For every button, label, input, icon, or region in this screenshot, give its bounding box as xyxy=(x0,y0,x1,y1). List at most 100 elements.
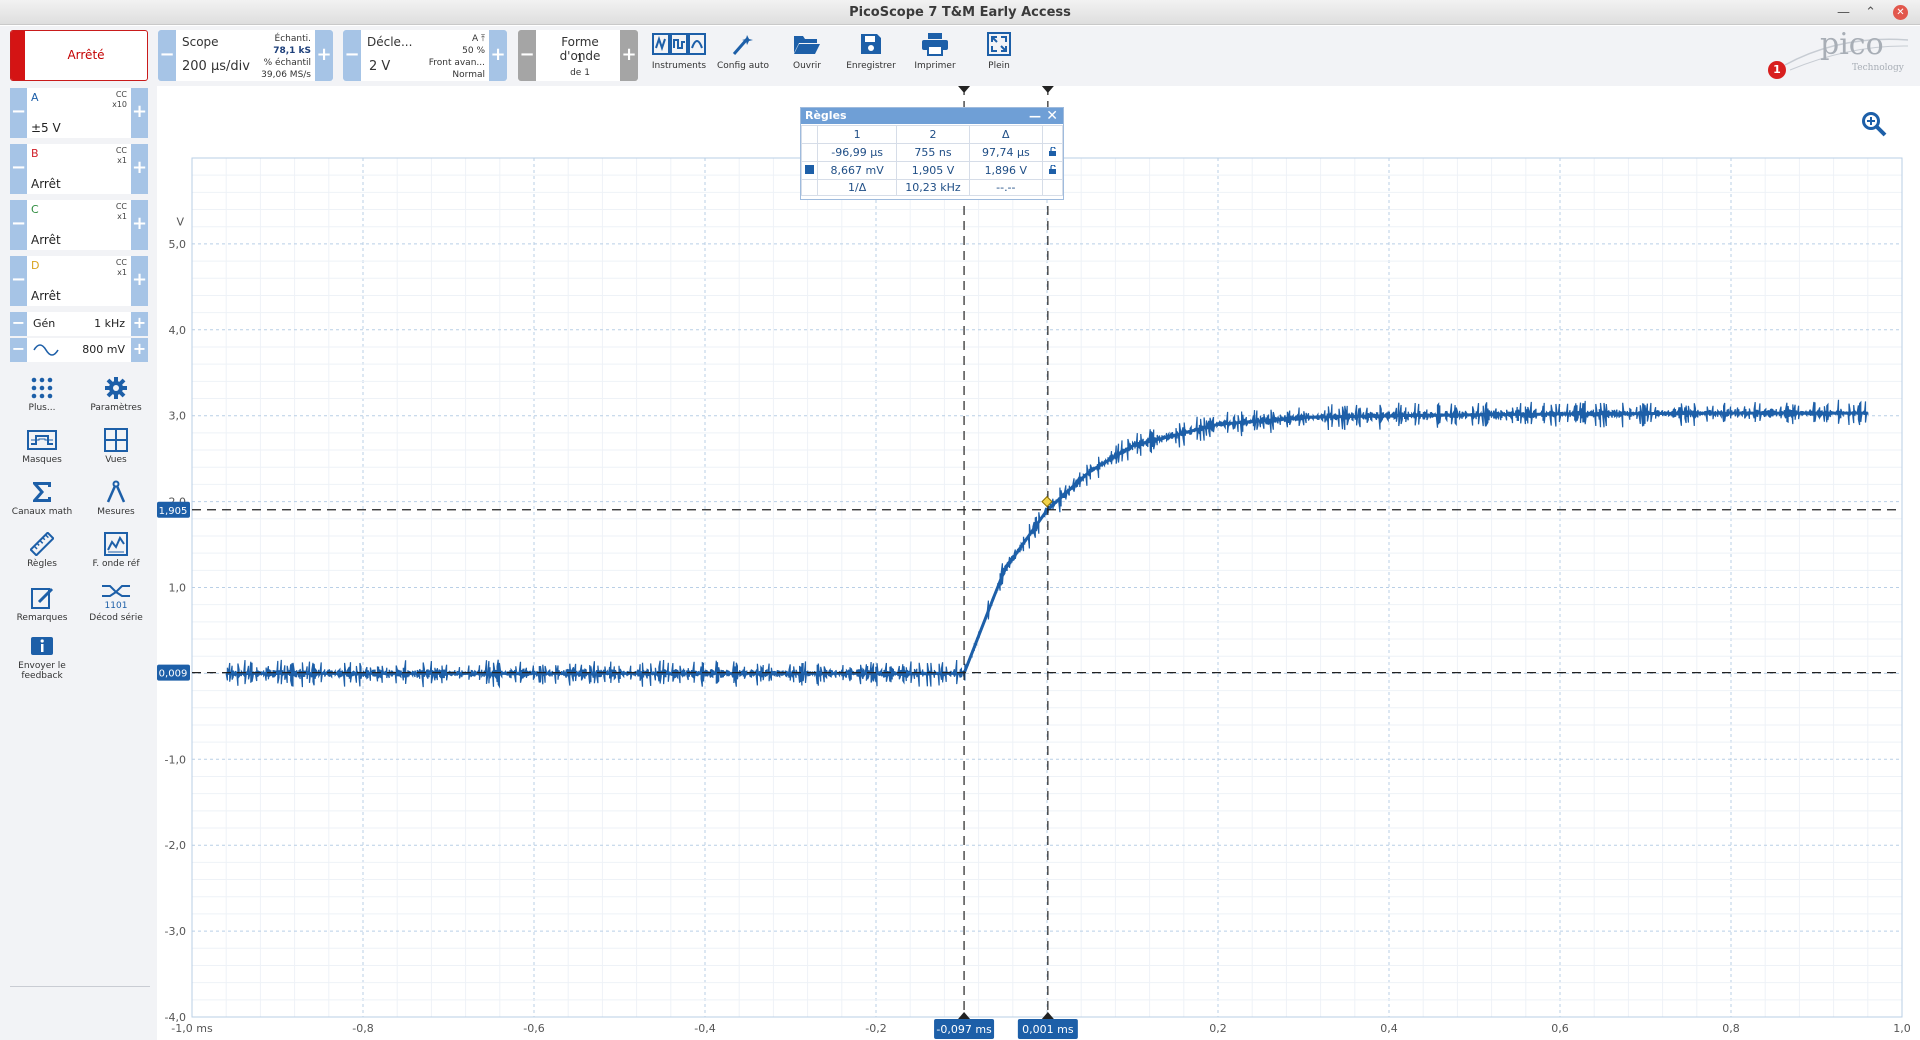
measurements-button[interactable]: Mesures xyxy=(78,480,154,517)
channel-d-probe: x1 xyxy=(117,268,127,277)
masks-button[interactable]: Masques xyxy=(4,428,80,465)
serial-decode-label: Décod série xyxy=(89,613,143,623)
trigger-level[interactable]: 2 V xyxy=(369,59,391,74)
y-tick-label: -4,0 xyxy=(165,1011,186,1024)
rulers-frequency-row: 1/Δ 10,23 kHz --.-- xyxy=(800,179,1064,196)
rulers-header: Règles — ✕ xyxy=(801,108,1063,124)
generator-label: Gén xyxy=(33,317,56,330)
time-ruler-bottom-marker xyxy=(958,1012,971,1019)
save-button[interactable]: Enregistrer xyxy=(839,32,903,82)
math-channels-button[interactable]: Canaux math xyxy=(4,480,80,517)
trigger-increase-button[interactable]: + xyxy=(489,30,507,81)
generator-frequency[interactable]: 1 kHz xyxy=(94,317,125,330)
auto-setup-button[interactable]: Config auto xyxy=(711,32,775,82)
timebase-control: − Scope 200 µs/div Échanti. 78,1 kS % éc… xyxy=(158,30,333,81)
waveform-plot[interactable]: 5,04,03,02,01,00-1,0-2,0-3,0-4,0V-1,0 ms… xyxy=(157,86,1920,1040)
waveform-next-button[interactable]: + xyxy=(620,30,638,81)
y-axis-label: V xyxy=(176,216,184,229)
reference-waveforms-button[interactable]: F. onde réf xyxy=(78,532,154,569)
channel-d-increase-button[interactable]: + xyxy=(131,256,148,306)
views-button[interactable]: Vues xyxy=(78,428,154,465)
channel-b-range[interactable]: Arrêt xyxy=(31,177,61,191)
more-dots-icon xyxy=(31,377,53,399)
channel-d-coupling: CC xyxy=(115,258,127,267)
more-button[interactable]: Plus... xyxy=(4,376,80,413)
rulers-button[interactable]: Règles xyxy=(4,532,80,569)
run-stop-button[interactable]: Arrêté xyxy=(10,30,148,81)
channel-b-coupling: CC xyxy=(115,146,127,155)
instruments-button[interactable]: Instruments xyxy=(647,32,711,82)
generator-frequency-increase-button[interactable]: + xyxy=(131,312,148,336)
voltage-ruler-handle xyxy=(157,664,190,681)
channel-a-swatch xyxy=(800,161,819,180)
generator-amplitude-decrease-button[interactable]: − xyxy=(10,338,27,362)
notes-button[interactable]: Remarques xyxy=(4,586,80,623)
time-lock-icon[interactable] xyxy=(1041,143,1064,162)
fullscreen-button[interactable]: Plein xyxy=(967,32,1031,82)
generator-amplitude[interactable]: 800 mV xyxy=(82,343,125,356)
channel-c-range[interactable]: Arrêt xyxy=(31,233,61,247)
grid-lines xyxy=(191,157,1903,1018)
waveform-total: de 1 xyxy=(570,68,590,78)
timebase-value[interactable]: 200 µs/div xyxy=(182,59,250,74)
rulers-time-marker xyxy=(800,143,819,162)
gear-icon xyxy=(105,377,127,399)
serial-decode-button[interactable]: 1101 Décod série xyxy=(78,582,154,623)
voltage-ruler-label: 0,009 xyxy=(159,669,188,680)
channel-a-range[interactable]: ±5 V xyxy=(31,121,61,135)
channel-a-name: A xyxy=(31,91,39,104)
voltage-lock-icon[interactable] xyxy=(1041,161,1064,180)
print-button[interactable]: Imprimer xyxy=(903,32,967,82)
views-grid-icon xyxy=(104,428,128,452)
window-title: PicoScope 7 T&M Early Access xyxy=(849,5,1071,20)
close-icon[interactable]: ✕ xyxy=(1893,5,1908,20)
channel-c-decrease-button[interactable]: − xyxy=(10,200,27,250)
channel-b-decrease-button[interactable]: − xyxy=(10,144,27,194)
views-label: Vues xyxy=(105,455,127,465)
channel-a-increase-button[interactable]: + xyxy=(131,88,148,138)
scope-view[interactable]: 5,04,03,02,01,00-1,0-2,0-3,0-4,0V-1,0 ms… xyxy=(157,86,1920,1040)
rulers-frequency-spacer xyxy=(1041,179,1064,196)
pico-technology-logo: pico Technology xyxy=(1784,30,1909,73)
channel-a-decrease-button[interactable]: − xyxy=(10,88,27,138)
waveform-previous-button[interactable]: − xyxy=(518,30,536,81)
channel-b-increase-button[interactable]: + xyxy=(131,144,148,194)
generator-frequency-decrease-button[interactable]: − xyxy=(10,312,27,336)
channel-c-probe: x1 xyxy=(117,212,127,221)
trigger-decrease-button[interactable]: − xyxy=(343,30,361,81)
rulers-close-icon[interactable]: ✕ xyxy=(1046,108,1058,124)
trigger-title: Décle... xyxy=(367,35,413,49)
voltage-ruler-handle xyxy=(157,501,190,518)
reference-waveform-icon xyxy=(104,532,128,556)
channel-d-decrease-button[interactable]: − xyxy=(10,256,27,306)
rulers-minimize-icon[interactable]: — xyxy=(1029,109,1041,123)
ruler-icon xyxy=(30,532,54,556)
channel-d-range[interactable]: Arrêt xyxy=(31,289,61,303)
generator-amplitude-increase-button[interactable]: + xyxy=(131,338,148,362)
stop-indicator xyxy=(11,31,25,80)
zoom-icon[interactable] xyxy=(1860,110,1888,138)
print-icon xyxy=(922,33,948,56)
time-ruler-handle xyxy=(1017,1019,1078,1039)
trigger-channel: A xyxy=(471,34,479,44)
more-label: Plus... xyxy=(28,403,56,413)
channel-c-increase-button[interactable]: + xyxy=(131,200,148,250)
maximize-icon[interactable]: ⌃ xyxy=(1865,5,1876,20)
timebase-increase-button[interactable]: + xyxy=(315,30,333,81)
open-button[interactable]: Ouvrir xyxy=(775,32,839,82)
timebase-decrease-button[interactable]: − xyxy=(158,30,176,81)
open-label: Ouvrir xyxy=(792,61,821,71)
serial-decode-icon: 1101 xyxy=(102,585,130,610)
x-tick-label: -0,6 xyxy=(523,1022,544,1035)
time-ruler-1: -96,99 µs xyxy=(817,143,898,162)
run-stop-label: Arrêté xyxy=(67,48,105,62)
minimize-icon[interactable]: — xyxy=(1837,5,1850,20)
x-tick-label: -1,0 ms xyxy=(171,1022,213,1035)
notification-badge[interactable]: 1 xyxy=(1768,61,1786,79)
settings-label: Paramètres xyxy=(90,403,142,413)
settings-button[interactable]: Paramètres xyxy=(78,376,154,413)
y-tick-label: 3,0 xyxy=(169,410,187,423)
frequency-value: 10,23 kHz xyxy=(896,179,970,196)
feedback-button[interactable]: Envoyer le feedback xyxy=(4,636,80,681)
channel-c-control: − C CC x1 Arrêt + xyxy=(10,200,148,250)
